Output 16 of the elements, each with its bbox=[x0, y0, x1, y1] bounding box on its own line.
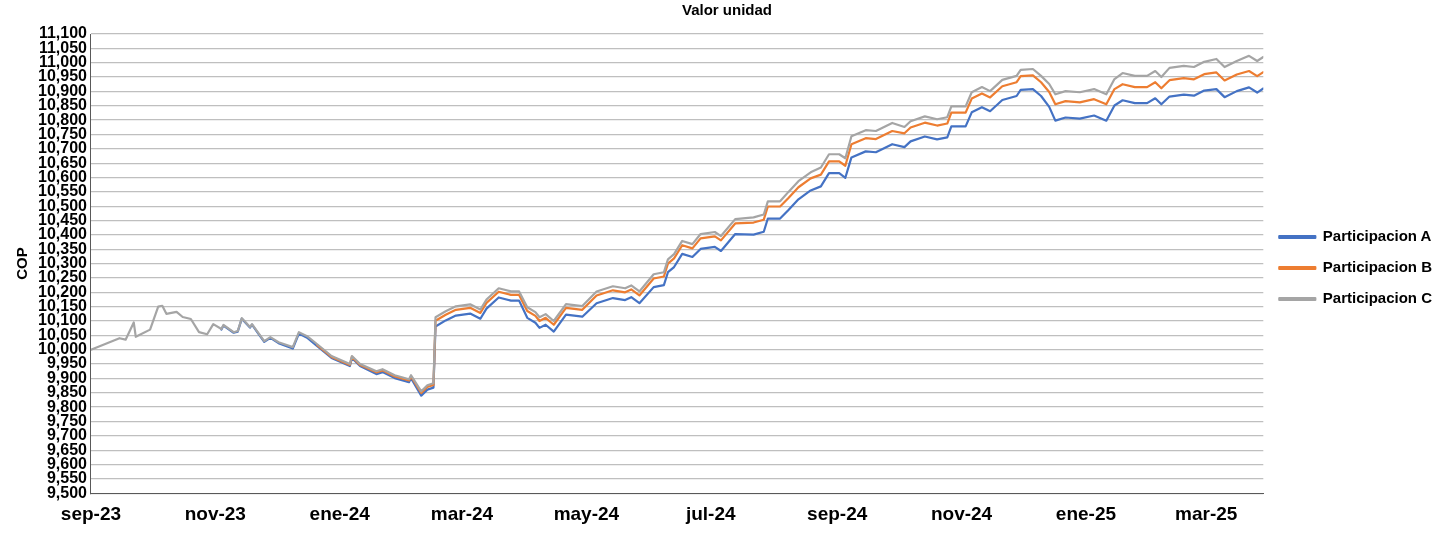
x-tick-label: sep-23 bbox=[60, 502, 122, 524]
x-tick-label: jul-24 bbox=[684, 502, 737, 524]
legend-label: Participacion A bbox=[1322, 227, 1432, 245]
legend-label: Participacion B bbox=[1322, 258, 1433, 276]
x-tick-label: ene-25 bbox=[1055, 502, 1117, 524]
x-tick-label: mar-25 bbox=[1175, 502, 1238, 524]
x-tick-label: may-24 bbox=[553, 502, 620, 524]
y-tick-label: 11,100 bbox=[38, 24, 88, 42]
x-tick-label: nov-24 bbox=[930, 502, 993, 524]
x-tick-label: mar-24 bbox=[430, 502, 494, 524]
legend-label: Participacion C bbox=[1322, 289, 1433, 307]
y-axis-title: COP bbox=[13, 247, 31, 280]
x-tick-label: nov-23 bbox=[184, 502, 246, 524]
chart-title: Valor unidad bbox=[681, 1, 773, 19]
x-tick-label: ene-24 bbox=[309, 502, 371, 524]
x-tick-label: sep-24 bbox=[807, 502, 868, 524]
